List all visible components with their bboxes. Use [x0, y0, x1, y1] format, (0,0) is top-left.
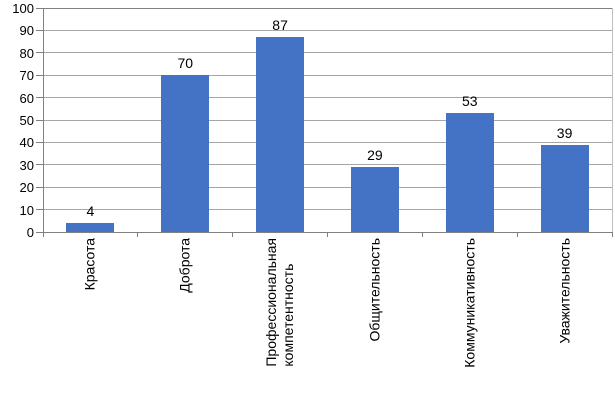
y-axis-tick-label: 30 — [19, 157, 34, 173]
y-gridline — [43, 74, 612, 76]
x-axis-tick — [137, 232, 139, 237]
y-axis-tick — [36, 231, 43, 233]
category-label: Общительность — [366, 238, 383, 342]
y-axis-tick-label: 20 — [19, 180, 34, 196]
category-label: Коммуникативность — [461, 238, 478, 368]
bar-value-label: 29 — [367, 147, 383, 164]
y-axis-tick — [36, 7, 43, 9]
x-axis-tick — [421, 232, 423, 237]
bar-value-label: 53 — [461, 93, 478, 110]
y-axis-tick-label: 70 — [19, 68, 34, 84]
category-label: Красота — [81, 238, 98, 291]
y-axis-tick — [36, 97, 43, 99]
y-gridline — [43, 52, 612, 54]
y-axis-tick — [36, 164, 43, 166]
x-axis-tick — [42, 232, 44, 237]
y-axis-tick-label: 100 — [12, 1, 34, 16]
y-axis-tick — [36, 209, 43, 211]
category-label: Профессиональная компетентность — [263, 238, 297, 367]
y-axis-tick — [36, 74, 43, 76]
bar-value-label: 39 — [556, 124, 573, 141]
bar-value-label: 4 — [86, 203, 95, 220]
y-gridline — [43, 29, 612, 31]
y-gridline — [43, 119, 612, 121]
y-axis-tick-label: 40 — [19, 135, 34, 151]
bar — [350, 167, 399, 232]
y-axis-tick — [36, 52, 43, 54]
y-gridline — [43, 164, 612, 166]
category-label: Уважительность — [556, 238, 573, 344]
plot-right-border — [611, 8, 613, 232]
x-axis-tick — [516, 232, 518, 237]
x-axis-tick — [327, 232, 328, 237]
y-gridline — [43, 141, 612, 143]
y-gridline — [43, 209, 612, 211]
category-label: Доброта — [176, 238, 193, 293]
x-axis-tick — [611, 232, 613, 237]
y-axis-tick-label: 90 — [19, 23, 34, 39]
y-gridline — [43, 97, 612, 99]
y-axis-tick — [36, 119, 43, 121]
y-gridline — [43, 186, 612, 188]
bar-value-label: 87 — [272, 17, 288, 34]
bar — [161, 75, 210, 232]
y-axis-tick-label: 80 — [19, 45, 34, 61]
bar — [540, 144, 589, 232]
y-axis-tick — [36, 141, 43, 143]
bar-value-label: 70 — [177, 55, 194, 72]
y-axis-tick-label: 10 — [19, 202, 34, 218]
y-axis-tick-label: 60 — [19, 90, 34, 106]
bar — [66, 223, 115, 232]
y-axis-tick — [36, 186, 43, 188]
y-axis-tick — [36, 29, 43, 31]
bar — [445, 113, 494, 232]
y-axis-tick-label: 0 — [26, 225, 34, 240]
x-axis-tick — [232, 232, 234, 237]
bar — [256, 37, 305, 232]
y-gridline — [43, 7, 612, 9]
y-axis-line — [42, 8, 44, 237]
y-axis-tick-label: 50 — [19, 113, 34, 128]
